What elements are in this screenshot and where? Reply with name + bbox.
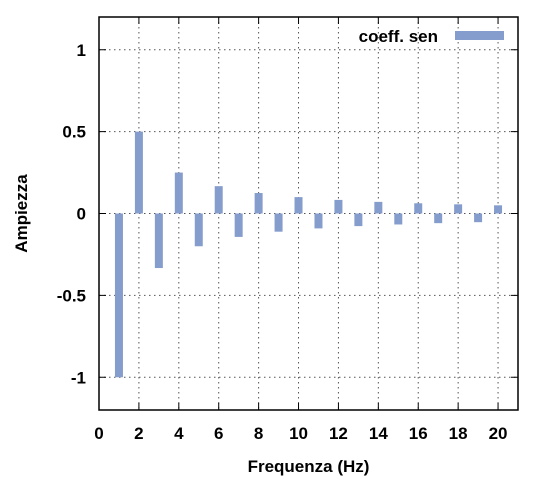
legend: coeff. sen	[359, 27, 504, 46]
bar-8	[254, 193, 263, 214]
bar-15	[394, 213, 403, 225]
y-tick-label: -1	[71, 368, 86, 387]
bar-11	[314, 213, 323, 229]
bar-12	[334, 199, 343, 214]
bar-16	[414, 203, 423, 214]
legend-swatch	[455, 31, 504, 40]
x-tick-label: 4	[174, 424, 184, 443]
bar-5	[194, 213, 203, 247]
bar-1	[114, 213, 123, 378]
y-tick-label: 1	[77, 41, 86, 60]
bar-18	[454, 204, 463, 214]
x-tick-label: 10	[289, 424, 308, 443]
y-tick-label: -0.5	[57, 286, 86, 305]
bar-10	[294, 197, 303, 214]
plot-area-frame	[98, 16, 519, 411]
y-tick-labels: -1 -0.5 0 0.5 1	[57, 41, 86, 388]
x-tick-label: 18	[449, 424, 468, 443]
x-tick-label: 16	[409, 424, 428, 443]
x-tick-label: 6	[214, 424, 223, 443]
axis-ticks	[98, 17, 518, 410]
bar-2	[134, 131, 143, 214]
x-tick-label: 8	[254, 424, 263, 443]
y-tick-label: 0.5	[62, 123, 86, 142]
x-tick-label: 20	[489, 424, 508, 443]
bar-4	[174, 172, 183, 214]
bar-7	[234, 213, 243, 237]
x-tick-label: 2	[134, 424, 143, 443]
bar-9	[274, 213, 283, 232]
y-axis-title: Ampiezza	[12, 174, 31, 253]
bar-20	[494, 205, 503, 214]
x-tick-label: 0	[94, 424, 103, 443]
y-tick-label: 0	[77, 205, 86, 224]
legend-label: coeff. sen	[359, 27, 438, 46]
bar-17	[434, 213, 443, 224]
bar-13	[354, 213, 363, 227]
x-tick-labels: 0 2 4 6 8 10 12 14 16 18 20	[94, 424, 507, 443]
x-axis-title: Frequenza (Hz)	[248, 457, 370, 476]
bar-6	[214, 186, 223, 214]
bar-series	[114, 131, 503, 378]
bar-19	[474, 213, 483, 223]
x-tick-label: 12	[329, 424, 348, 443]
x-tick-label: 14	[369, 424, 388, 443]
bar-3	[154, 213, 163, 269]
bar-14	[374, 201, 383, 214]
